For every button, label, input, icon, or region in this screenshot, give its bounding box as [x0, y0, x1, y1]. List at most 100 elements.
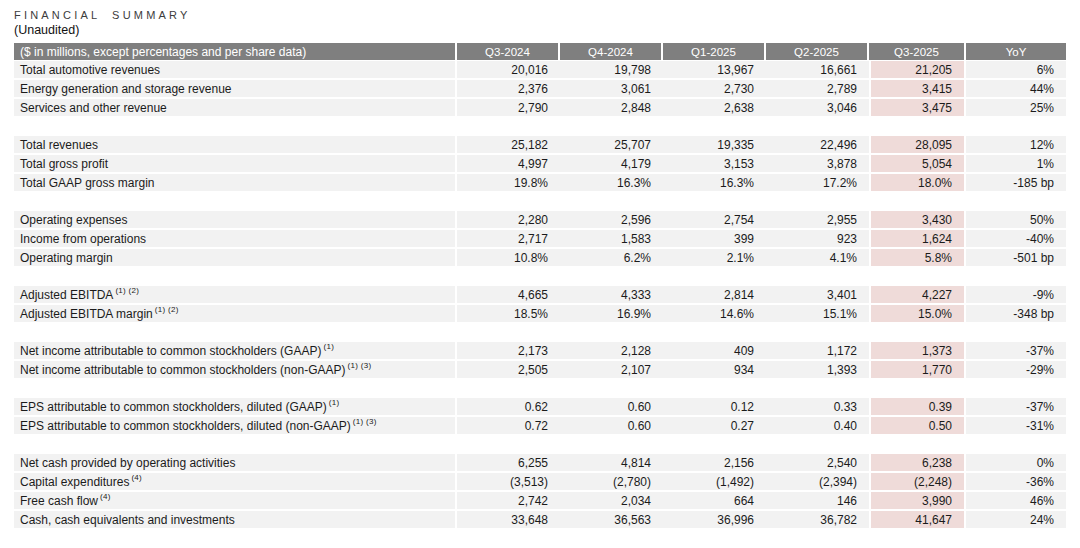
value-cell: 0.50	[869, 417, 966, 436]
row-label: Total revenues	[14, 136, 457, 155]
value-cell: 25,182	[457, 136, 560, 155]
row-label: Services and other revenue	[14, 99, 457, 118]
table-row: Total revenues25,18225,70719,33522,49628…	[14, 136, 1066, 155]
group-spacer	[14, 268, 1066, 286]
footnote-ref: (4)	[129, 473, 142, 482]
footnote-ref: (1)	[321, 342, 334, 351]
row-label: Adjusted EBITDA margin(1) (2)	[14, 305, 457, 324]
value-cell: 2,540	[766, 454, 869, 473]
value-cell: 41,647	[869, 511, 966, 530]
row-label: Total GAAP gross margin	[14, 174, 457, 193]
row-label: Total gross profit	[14, 155, 457, 174]
value-cell: 2,376	[457, 80, 560, 99]
value-cell: 36,782	[766, 511, 869, 530]
value-cell: 0.27	[663, 417, 766, 436]
table-row: Capital expenditures(4)(3,513)(2,780)(1,…	[14, 473, 1066, 492]
value-cell: 21,205	[869, 61, 966, 80]
value-cell: 4,997	[457, 155, 560, 174]
row-label: EPS attributable to common stockholders,…	[14, 417, 457, 436]
value-cell: 3,430	[869, 211, 966, 230]
value-cell: 3,415	[869, 80, 966, 99]
group-spacer	[14, 380, 1066, 398]
value-cell: 6,255	[457, 454, 560, 473]
table-row: EPS attributable to common stockholders,…	[14, 417, 1066, 436]
value-cell: 3,046	[766, 99, 869, 118]
table-row: Energy generation and storage revenue 2,3…	[14, 80, 1066, 99]
group-spacer	[14, 324, 1066, 342]
table-row: Operating expenses2,2802,5962,7542,9553,…	[14, 211, 1066, 230]
yoy-cell: 25%	[966, 99, 1066, 118]
value-cell: 19,798	[560, 61, 663, 80]
row-label-text: Capital expenditures	[20, 475, 129, 489]
value-cell: 1,393	[766, 361, 869, 380]
value-cell: 6,238	[869, 454, 966, 473]
row-label-text: Net income attributable to common stockh…	[20, 344, 321, 358]
yoy-cell: -348 bp	[966, 305, 1066, 324]
value-cell: 2,790	[457, 99, 560, 118]
value-cell: 19.8%	[457, 174, 560, 193]
row-label-text: Energy generation and storage revenue	[20, 82, 231, 96]
value-cell: 33,648	[457, 511, 560, 530]
row-label-text: EPS attributable to common stockholders,…	[20, 419, 351, 433]
value-cell: 10.8%	[457, 249, 560, 268]
row-label-text: Free cash flow	[20, 494, 98, 508]
value-cell: 2,034	[560, 492, 663, 511]
row-label-text: EPS attributable to common stockholders,…	[20, 400, 327, 414]
table-row: Services and other revenue2,7902,8482,63…	[14, 99, 1066, 118]
value-cell: 2,730	[663, 80, 766, 99]
table-row: Total automotive revenues20,01619,79813,…	[14, 61, 1066, 80]
row-label-text: Income from operations	[20, 232, 146, 246]
yoy-cell: 1%	[966, 155, 1066, 174]
value-cell: 1,770	[869, 361, 966, 380]
row-label: Operating margin	[14, 249, 457, 268]
value-cell: 0.60	[560, 417, 663, 436]
yoy-cell: 46%	[966, 492, 1066, 511]
value-cell: 923	[766, 230, 869, 249]
yoy-cell: 12%	[966, 136, 1066, 155]
value-cell: (2,248)	[869, 473, 966, 492]
value-cell: 19,335	[663, 136, 766, 155]
value-cell: 3,153	[663, 155, 766, 174]
value-cell: 2,742	[457, 492, 560, 511]
row-label: Net income attributable to common stockh…	[14, 342, 457, 361]
footnote-ref: (1) (3)	[345, 361, 371, 370]
value-cell: 22,496	[766, 136, 869, 155]
table-row: Income from operations2,7171,5833999231,…	[14, 230, 1066, 249]
table-row: Operating margin10.8%6.2%2.1%4.1%5.8%-50…	[14, 249, 1066, 268]
value-cell: 36,996	[663, 511, 766, 530]
value-cell: 15.0%	[869, 305, 966, 324]
row-label: Net income attributable to common stockh…	[14, 361, 457, 380]
table-body: Total automotive revenues20,01619,79813,…	[14, 61, 1066, 530]
yoy-cell: -501 bp	[966, 249, 1066, 268]
row-label-text: Adjusted EBITDA margin	[20, 307, 153, 321]
yoy-cell: -36%	[966, 473, 1066, 492]
footnote-ref: (1) (2)	[113, 286, 139, 295]
value-cell: 5,054	[869, 155, 966, 174]
value-cell: 1,583	[560, 230, 663, 249]
value-cell: 4,814	[560, 454, 663, 473]
header-row: ($ in millions, except percentages and p…	[14, 43, 1066, 61]
yoy-cell: 24%	[966, 511, 1066, 530]
yoy-cell: -37%	[966, 398, 1066, 417]
value-cell: (1,492)	[663, 473, 766, 492]
value-cell: 0.33	[766, 398, 869, 417]
value-cell: 2,156	[663, 454, 766, 473]
row-label-text: Operating margin	[20, 251, 113, 265]
table-header: ($ in millions, except percentages and p…	[14, 43, 1066, 61]
value-cell: 2,789	[766, 80, 869, 99]
row-label: Energy generation and storage revenue	[14, 80, 457, 99]
value-cell: 14.6%	[663, 305, 766, 324]
value-cell: 20,016	[457, 61, 560, 80]
column-header-q1-2025: Q1-2025	[663, 43, 766, 61]
value-cell: 409	[663, 342, 766, 361]
yoy-cell: 0%	[966, 454, 1066, 473]
table-row: Cash, cash equivalents and investments33…	[14, 511, 1066, 530]
value-cell: 0.12	[663, 398, 766, 417]
value-cell: (2,394)	[766, 473, 869, 492]
value-cell: 6.2%	[560, 249, 663, 268]
yoy-cell: 44%	[966, 80, 1066, 99]
value-cell: 2,107	[560, 361, 663, 380]
row-label: EPS attributable to common stockholders,…	[14, 398, 457, 417]
units-header: ($ in millions, except percentages and p…	[14, 43, 457, 61]
value-cell: 2,128	[560, 342, 663, 361]
